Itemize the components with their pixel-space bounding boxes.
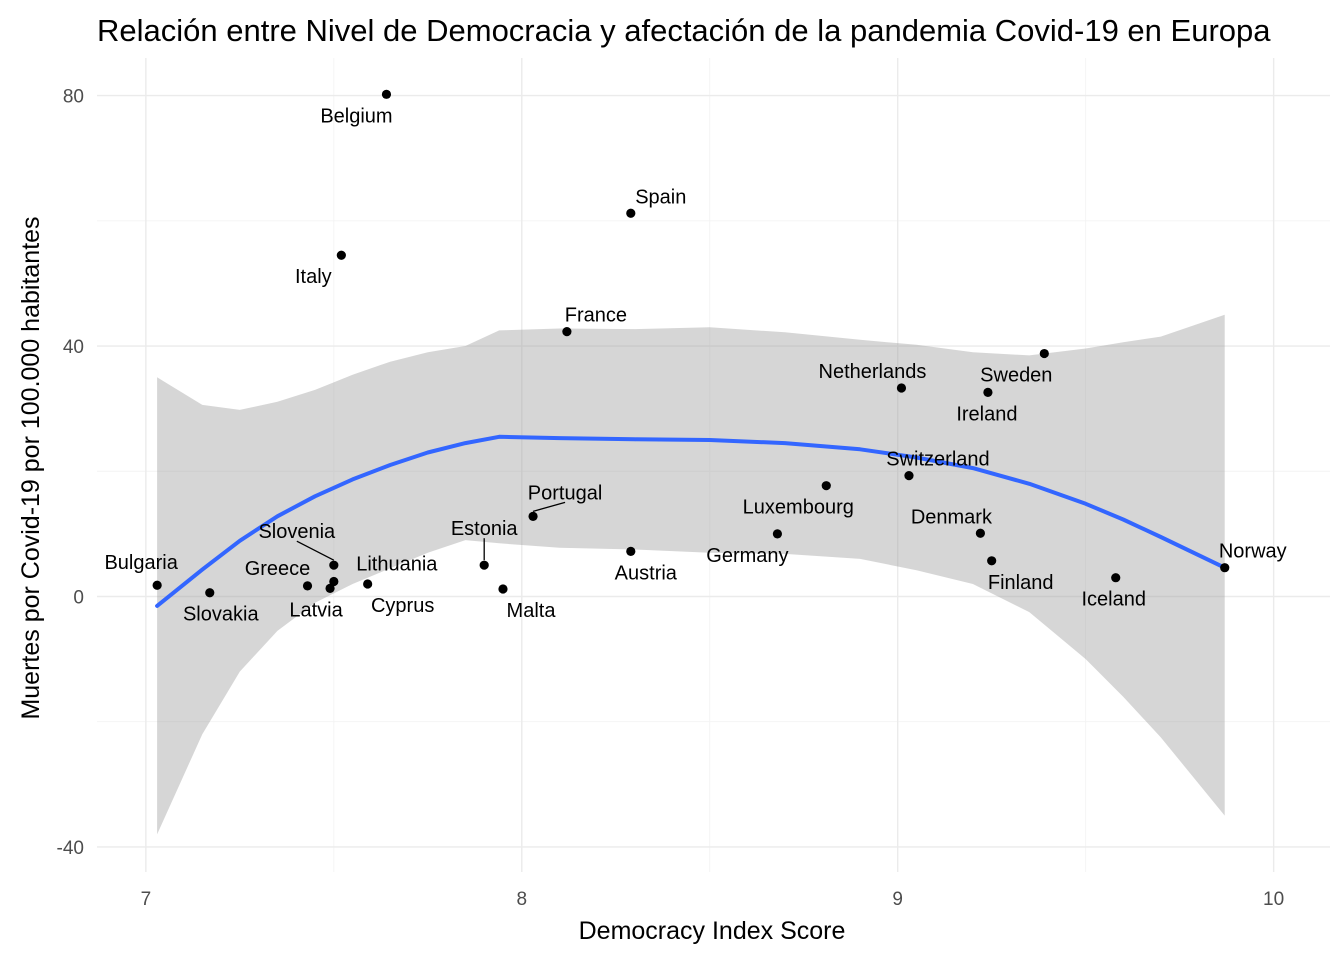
data-point (528, 511, 538, 521)
data-point (1220, 563, 1230, 573)
point-label: Italy (295, 266, 332, 288)
data-point (325, 583, 335, 593)
point-label: Belgium (320, 105, 392, 127)
point-label: Luxembourg (743, 497, 854, 519)
label-leader-line (296, 540, 335, 561)
point-label: Ireland (956, 403, 1017, 425)
point-labels: Bulgaria Slovakia Greece Latvia Slovenia Lith… (104, 105, 1286, 625)
data-point (904, 471, 914, 481)
data-point (626, 208, 636, 218)
data-point (205, 588, 215, 598)
x-tick-label: 9 (892, 889, 903, 910)
data-points (152, 89, 1230, 598)
data-point (381, 89, 392, 99)
data-point (363, 579, 373, 589)
data-point (329, 560, 339, 570)
point-label: Latvia (289, 599, 343, 621)
point-label: Spain (635, 186, 686, 208)
data-point (975, 528, 985, 538)
point-label: Netherlands (819, 361, 927, 383)
data-point (896, 383, 907, 393)
y-axis-title: Muertes por Covid-19 por 100.000 habitan… (17, 216, 45, 719)
y-tick-label: 80 (63, 87, 84, 108)
y-tick-label: 40 (63, 337, 84, 358)
point-label: Switzerland (886, 449, 989, 471)
smooth-trend-line (155, 434, 1227, 608)
data-point (152, 580, 162, 590)
point-label: Sweden (980, 365, 1052, 387)
point-label: Germany (706, 545, 788, 567)
chart-title: Relación entre Nivel de Democracia y afe… (97, 13, 1271, 48)
point-label: Iceland (1081, 589, 1146, 611)
y-tick-label: 0 (73, 587, 84, 608)
data-point (562, 327, 572, 337)
data-point (983, 387, 993, 397)
point-label: Cyprus (371, 595, 434, 617)
x-axis-title: Democracy Index Score (579, 917, 846, 945)
point-label: France (565, 305, 627, 327)
y-axis-ticks: -40 0 40 80 (57, 87, 84, 859)
data-point (302, 581, 313, 591)
point-label: Malta (507, 600, 557, 622)
confidence-ribbon (157, 314, 1225, 835)
point-label: Slovakia (183, 604, 259, 626)
x-tick-label: 10 (1263, 889, 1284, 910)
data-point (336, 250, 346, 260)
point-label: Denmark (911, 506, 993, 528)
point-label: Finland (988, 572, 1054, 594)
point-label: Norway (1219, 541, 1287, 563)
point-label: Estonia (451, 518, 519, 540)
data-point (626, 546, 636, 557)
data-point (772, 529, 783, 539)
data-point (1111, 573, 1121, 583)
data-point (329, 576, 339, 587)
point-label: Slovenia (258, 521, 336, 543)
point-label: Bulgaria (104, 552, 178, 574)
x-axis-ticks: 7 8 9 10 (141, 889, 1285, 910)
data-point (1039, 348, 1049, 359)
x-tick-label: 8 (516, 889, 527, 910)
data-point (821, 481, 831, 491)
grid-lines (97, 58, 1330, 872)
point-label: Lithuania (356, 553, 438, 575)
label-leader-line (532, 501, 566, 512)
data-point (479, 560, 489, 570)
point-label: Greece (245, 558, 311, 580)
data-point (498, 584, 508, 594)
y-tick-label: -40 (57, 838, 84, 859)
point-label: Portugal (528, 482, 603, 504)
data-point (987, 556, 997, 566)
point-label: Austria (615, 562, 678, 584)
x-tick-label: 7 (141, 889, 152, 910)
